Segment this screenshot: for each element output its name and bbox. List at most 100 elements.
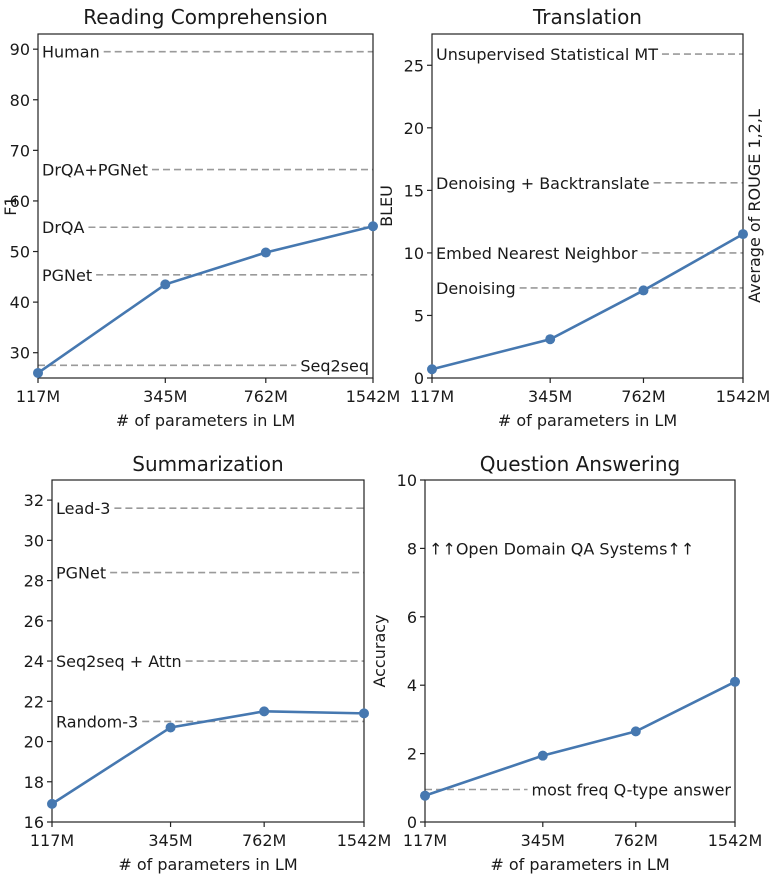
chart-4-reference-label-1: ↑↑Open Domain QA Systems↑↑	[429, 539, 694, 558]
chart-2-y-tick-label-1: 0	[414, 369, 424, 388]
chart-2-reference-label-1: Unsupervised Statistical MT	[436, 45, 658, 64]
chart-4-y-tick-label-1: 0	[407, 813, 417, 832]
chart-2-y-axis-label: BLEU	[377, 185, 396, 227]
chart-3-data-point-2	[165, 722, 176, 733]
chart-panel-1: Human DrQA+PGNet DrQA PGNet Seq2seq 30 40 50 60 7…	[1, 5, 400, 430]
chart-4-y-axis-label: Accuracy	[370, 614, 389, 687]
chart-3-y-tick-label-8: 30	[24, 531, 44, 550]
chart-2-data-point-3	[638, 285, 649, 296]
chart-4-title: Question Answering	[480, 452, 680, 476]
chart-3-x-tick-label-1: 117M	[30, 831, 74, 850]
chart-4-y-tick-label-3: 4	[407, 676, 417, 695]
chart-3-reference-label-4: Random-3	[56, 712, 138, 731]
chart-1-reference-label-1: Human	[42, 43, 100, 62]
chart-3-y-tick-label-5: 24	[24, 652, 44, 671]
chart-4-data-point-4	[730, 676, 740, 687]
chart-4-data-point-1	[420, 790, 430, 801]
chart-4-y-tick-label-4: 6	[407, 608, 417, 627]
chart-4-data-point-3	[630, 726, 641, 737]
chart-3-y-tick-label-6: 26	[24, 612, 44, 631]
chart-4-series-line-1	[424, 680, 736, 797]
chart-4-x-tick-label-3: 762M	[614, 831, 658, 850]
chart-2-title: Translation	[532, 5, 642, 29]
chart-panel-3: Lead-3 PGNet Seq2seq + Attn Random-3 16 18 20 2…	[24, 452, 392, 874]
chart-2-series-line-1	[431, 233, 744, 371]
chart-2-y-tick-label-5: 20	[404, 119, 424, 138]
chart-1-y-tick-label-3: 50	[10, 243, 30, 262]
chart-4-y-tick-label-2: 2	[407, 745, 417, 764]
chart-4-y-tick-label-5: 8	[407, 539, 417, 558]
chart-2-x-tick-label-3: 762M	[621, 387, 665, 406]
chart-4-x-axis-label: # of parameters in LM	[490, 855, 669, 874]
chart-3-reference-label-2: PGNet	[56, 564, 106, 583]
chart-4-x-tick-label-2: 345M	[521, 831, 565, 850]
chart-3-y-tick-label-1: 16	[24, 813, 44, 832]
chart-4-y-tick-label-6: 10	[397, 471, 417, 490]
chart-1-x-tick-label-2: 345M	[143, 387, 187, 406]
chart-2-reference-label-4: Denoising	[436, 279, 516, 298]
chart-3-title: Summarization	[132, 452, 283, 476]
chart-1-data-point-4	[368, 221, 378, 232]
chart-1-y-tick-label-6: 80	[10, 91, 30, 110]
chart-1-data-point-2	[160, 279, 171, 290]
chart-3-x-axis-label: # of parameters in LM	[118, 855, 297, 874]
chart-3-reference-label-3: Seq2seq + Attn	[56, 652, 182, 671]
chart-2-data-point-4	[738, 229, 748, 240]
chart-2-x-tick-label-1: 117M	[410, 387, 454, 406]
chart-3-y-tick-label-4: 22	[24, 692, 44, 711]
chart-1-data-point-3	[260, 247, 271, 258]
chart-2-x-tick-label-2: 345M	[528, 387, 572, 406]
chart-4-data-point-2	[537, 750, 548, 761]
chart-3-data-point-3	[259, 706, 270, 717]
chart-1-data-point-1	[33, 367, 43, 378]
chart-3-data-point-4	[359, 708, 369, 719]
chart-1-y-axis-label: F1	[1, 196, 20, 215]
chart-4-plot-frame	[424, 479, 736, 823]
chart-panel-2: Unsupervised Statistical MT Denoising + B…	[377, 5, 770, 430]
chart-2-y-tick-label-6: 25	[404, 56, 424, 75]
chart-3-x-tick-label-2: 345M	[148, 831, 192, 850]
chart-2-reference-label-2: Denoising + Backtranslate	[436, 174, 650, 193]
chart-1-y-tick-label-7: 90	[10, 40, 30, 59]
chart-1-x-tick-label-1: 117M	[16, 387, 60, 406]
chart-2-y-tick-label-4: 15	[404, 181, 424, 200]
chart-2-plot-frame	[431, 33, 744, 379]
chart-3-data-point-1	[47, 798, 57, 809]
chart-3-reference-label-1: Lead-3	[56, 499, 110, 518]
chart-1-x-tick-label-3: 762M	[244, 387, 288, 406]
chart-2-x-tick-label-4: 1542M	[716, 387, 771, 406]
chart-3-x-tick-label-4: 1542M	[337, 831, 392, 850]
chart-3-y-tick-label-3: 20	[24, 733, 44, 752]
chart-2-y-tick-label-3: 10	[404, 244, 424, 263]
chart-1-x-tick-label-4: 1542M	[346, 387, 401, 406]
chart-4-reference-label-2: most freq Q-type answer	[532, 781, 732, 800]
chart-2-data-point-1	[427, 364, 437, 375]
chart-1-reference-label-5: Seq2seq	[300, 356, 369, 375]
chart-2-x-axis-label: # of parameters in LM	[498, 411, 677, 430]
chart-1-y-tick-label-2: 40	[10, 293, 30, 312]
chart-1-reference-label-2: DrQA+PGNet	[42, 161, 148, 180]
chart-1-title: Reading Comprehension	[83, 5, 328, 29]
chart-1-plot-frame	[37, 33, 374, 379]
chart-3-series-line-1	[51, 710, 365, 805]
chart-1-y-tick-label-1: 30	[10, 344, 30, 363]
chart-1-reference-label-4: PGNet	[42, 266, 92, 285]
chart-3-x-tick-label-3: 762M	[242, 831, 286, 850]
chart-4-x-tick-label-4: 1542M	[708, 831, 763, 850]
chart-3-plot-frame	[51, 479, 365, 823]
chart-2-reference-label-3: Embed Nearest Neighbor	[436, 244, 638, 263]
chart-1-series-line-1	[37, 224, 374, 375]
chart-4-x-tick-label-1: 117M	[403, 831, 447, 850]
chart-1-reference-label-3: DrQA	[42, 218, 84, 237]
chart-2-data-point-2	[545, 334, 556, 345]
chart-2-y-tick-label-2: 5	[414, 306, 424, 325]
chart-3-y-tick-label-9: 32	[24, 491, 44, 510]
chart-1-x-axis-label: # of parameters in LM	[116, 411, 295, 430]
chart-3-y-tick-label-2: 18	[24, 773, 44, 792]
chart-panel-4: ↑↑Open Domain QA Systems↑↑ most freq Q-ty…	[370, 452, 762, 874]
chart-2-y-axis-label-right: Average of ROUGE 1,2,L	[745, 109, 764, 303]
chart-1-y-tick-label-5: 70	[10, 141, 30, 160]
chart-3-y-tick-label-7: 28	[24, 572, 44, 591]
chart-1-y-tick-label-4: 60	[10, 192, 30, 211]
